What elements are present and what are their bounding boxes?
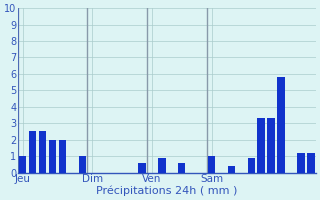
Bar: [49, 140, 56, 173]
Bar: [29, 131, 36, 173]
Bar: [208, 156, 215, 173]
Bar: [39, 131, 46, 173]
Bar: [158, 158, 165, 173]
Bar: [297, 153, 305, 173]
Bar: [178, 163, 186, 173]
Bar: [228, 166, 235, 173]
Bar: [248, 158, 255, 173]
Bar: [268, 118, 275, 173]
Bar: [79, 156, 86, 173]
X-axis label: Précipitations 24h ( mm ): Précipitations 24h ( mm ): [96, 185, 237, 196]
Bar: [277, 77, 285, 173]
Bar: [258, 118, 265, 173]
Bar: [138, 163, 146, 173]
Bar: [19, 156, 27, 173]
Bar: [307, 153, 315, 173]
Bar: [59, 140, 66, 173]
